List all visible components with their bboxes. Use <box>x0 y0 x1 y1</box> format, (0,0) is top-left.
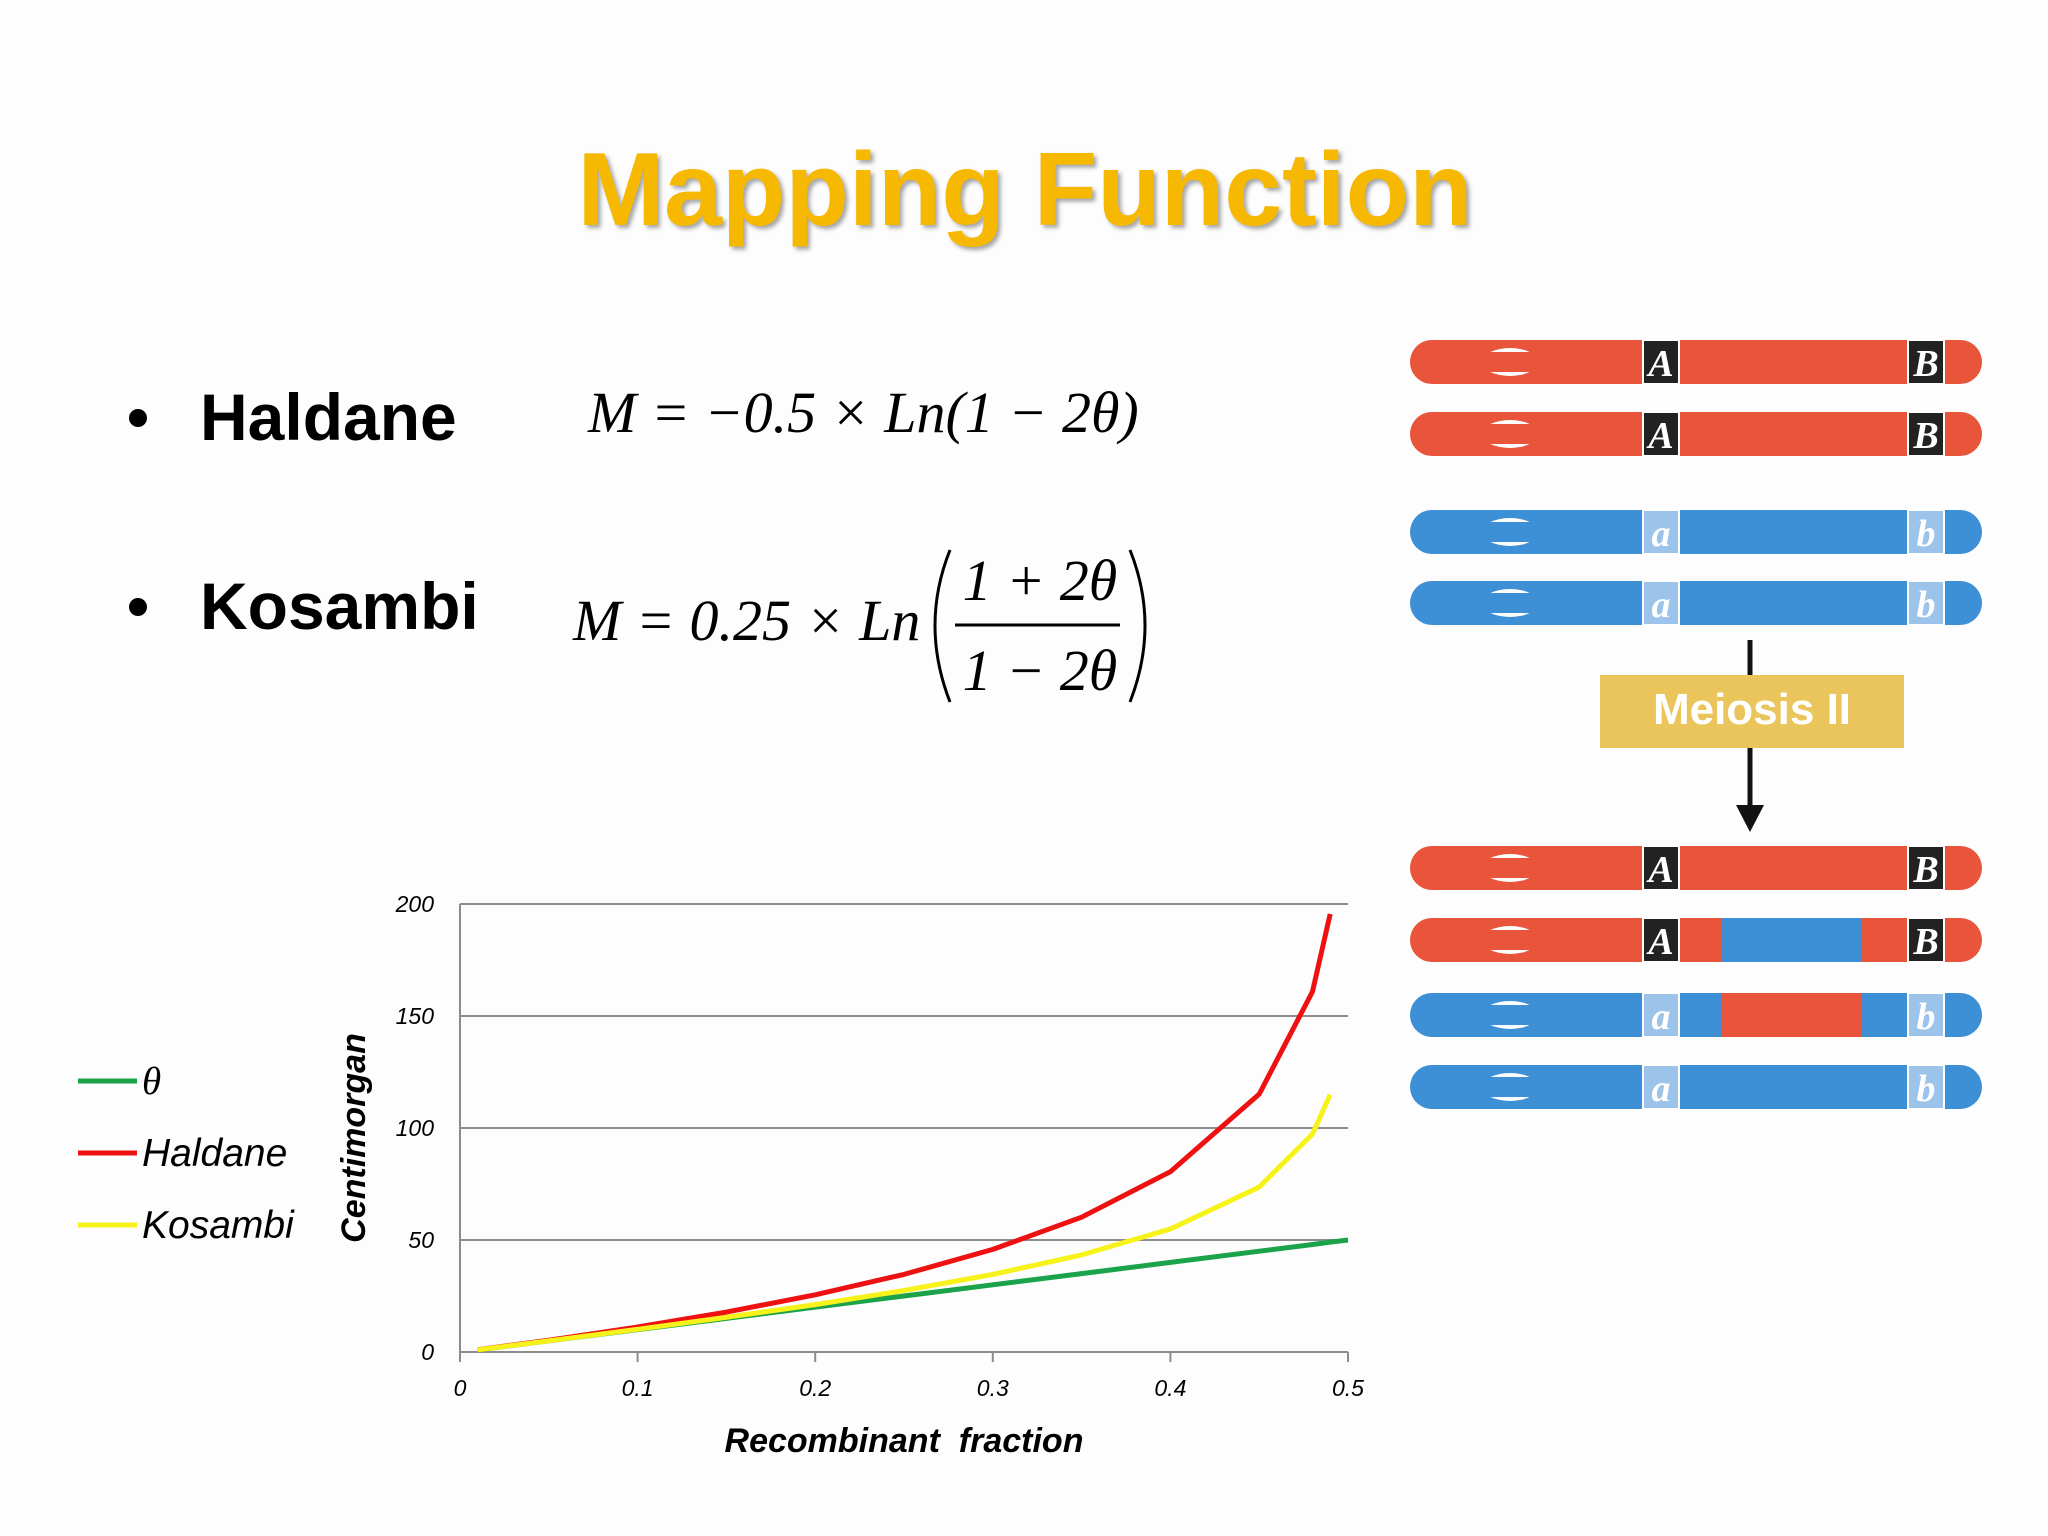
x-tick-label: 0.5 <box>1332 1375 1364 1401</box>
allele-label: A <box>1646 415 1673 457</box>
chromosome <box>1482 930 1538 950</box>
bullet <box>129 409 147 427</box>
allele-label: b <box>1917 513 1936 555</box>
chromosome <box>1410 1065 1982 1109</box>
allele-label: A <box>1646 343 1673 385</box>
x-tick-label: 0.4 <box>1154 1375 1186 1401</box>
chromosome-segment <box>1721 993 1861 1037</box>
chromosome-segment <box>1721 918 1861 962</box>
formula-numerator: 1 + 2θ <box>963 548 1118 613</box>
allele-label: a <box>1652 513 1671 555</box>
x-axis-title: Recombinant fraction <box>725 1422 1084 1460</box>
allele-box <box>1642 509 1680 555</box>
allele-box <box>1642 580 1680 626</box>
chromosome <box>1482 522 1538 542</box>
allele-label: b <box>1917 996 1936 1038</box>
y-tick-label: 150 <box>396 1003 435 1029</box>
y-tick-label: 200 <box>395 891 435 917</box>
bullet-label: Haldane <box>200 380 457 454</box>
chromosome <box>1410 510 1982 554</box>
allele-box <box>1907 917 1945 963</box>
allele-box <box>1907 411 1945 457</box>
x-tick-label: 0.1 <box>622 1375 654 1401</box>
allele-box <box>1907 1064 1945 1110</box>
allele-label: B <box>1912 415 1938 457</box>
paren <box>1128 549 1147 703</box>
chromosome <box>1410 340 1982 384</box>
legend-label: Kosambi <box>142 1204 295 1247</box>
allele-label: a <box>1652 996 1671 1038</box>
chromosome <box>1482 1005 1538 1025</box>
chromosome <box>1410 581 1982 625</box>
legend-label: Haldane <box>142 1132 287 1175</box>
allele-label: B <box>1912 849 1938 891</box>
legend-label: θ <box>142 1060 161 1103</box>
allele-label: b <box>1917 1068 1936 1110</box>
allele-label: A <box>1646 849 1673 891</box>
chromosome <box>1482 352 1538 372</box>
step-box <box>1600 675 1904 748</box>
formula: M = 0.25 × Ln <box>572 588 920 653</box>
chromosome <box>1482 424 1538 444</box>
allele-label: b <box>1917 584 1936 626</box>
chromosome <box>1410 412 1982 456</box>
allele-box <box>1642 1064 1680 1110</box>
allele-box <box>1907 339 1945 385</box>
allele-box <box>1907 845 1945 891</box>
allele-label: B <box>1912 343 1938 385</box>
chromosome <box>1482 593 1538 613</box>
chromosome <box>1482 1077 1538 1097</box>
y-axis-title: Centimorgan <box>335 1033 373 1243</box>
bullet <box>129 598 147 616</box>
formula: M = −0.5 × Ln(1 − 2θ) <box>587 380 1139 445</box>
arrow-head <box>1736 805 1764 832</box>
allele-box <box>1907 509 1945 555</box>
y-tick-label: 50 <box>408 1227 434 1253</box>
y-tick-label: 100 <box>396 1115 435 1141</box>
allele-label: B <box>1912 921 1938 963</box>
bullet-label: Kosambi <box>200 569 479 643</box>
allele-box <box>1642 845 1680 891</box>
allele-box <box>1642 339 1680 385</box>
chromosome <box>1410 846 1982 890</box>
allele-label: a <box>1652 1068 1671 1110</box>
allele-label: A <box>1646 921 1673 963</box>
paren <box>933 549 952 703</box>
x-tick-label: 0 <box>454 1375 467 1401</box>
chromosome <box>1482 858 1538 878</box>
allele-label: a <box>1652 584 1671 626</box>
slide-title: Mapping Function <box>577 132 1472 248</box>
x-tick-label: 0.2 <box>799 1375 831 1401</box>
allele-box <box>1907 580 1945 626</box>
y-tick-label: 0 <box>421 1339 434 1365</box>
allele-box <box>1642 917 1680 963</box>
series-line <box>477 1093 1333 1353</box>
formula-denominator: 1 − 2θ <box>963 638 1118 703</box>
allele-box <box>1642 411 1680 457</box>
step-label: Meiosis II <box>1653 685 1851 734</box>
allele-box <box>1642 992 1680 1038</box>
allele-box <box>1907 992 1945 1038</box>
x-tick-label: 0.3 <box>977 1375 1009 1401</box>
